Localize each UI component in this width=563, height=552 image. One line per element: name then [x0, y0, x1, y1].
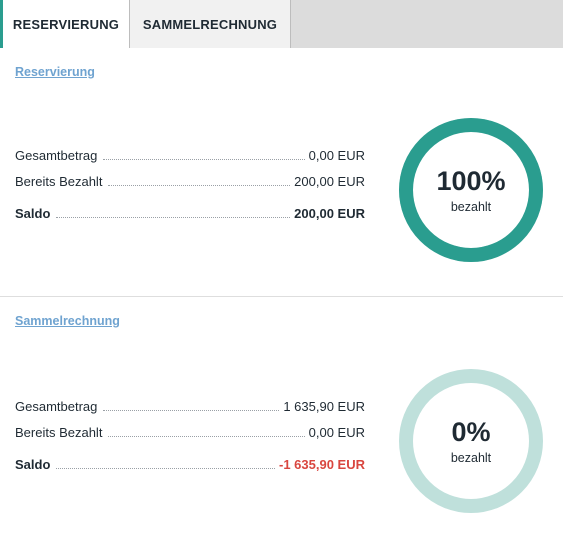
saldo-label: Saldo — [15, 457, 51, 472]
bereits-bezahlt-row: Bereits Bezahlt 200,00 EUR — [15, 173, 365, 189]
payment-progress-ring: 0% bezahlt — [398, 368, 544, 514]
percent-paid: 100% — [436, 166, 506, 196]
dotted-leader — [56, 217, 291, 218]
gesamtbetrag-value: 1 635,90 EUR — [283, 399, 365, 414]
gesamtbetrag-label: Gesamtbetrag — [15, 399, 98, 414]
bereits-bezahlt-value: 200,00 EUR — [294, 174, 365, 189]
tab-bar: RESERVIERUNG SAMMELRECHNUNG — [0, 0, 563, 48]
gesamtbetrag-value: 0,00 EUR — [308, 148, 365, 163]
saldo-label: Saldo — [15, 206, 51, 221]
tab-reservierung[interactable]: RESERVIERUNG — [0, 0, 129, 48]
bereits-bezahlt-label: Bereits Bezahlt — [15, 425, 103, 440]
bereits-bezahlt-value: 0,00 EUR — [308, 425, 365, 440]
dotted-leader — [108, 185, 291, 186]
progress-ring-graphic — [399, 369, 543, 513]
gesamtbetrag-label: Gesamtbetrag — [15, 148, 98, 163]
tab-sammelrechnung[interactable]: SAMMELRECHNUNG — [129, 0, 291, 48]
bereits-bezahlt-row: Bereits Bezahlt 0,00 EUR — [15, 424, 365, 440]
ring-fill — [399, 118, 543, 262]
section-divider — [0, 296, 563, 297]
gesamtbetrag-row: Gesamtbetrag 1 635,90 EUR — [15, 398, 365, 414]
dotted-leader — [56, 468, 275, 469]
paid-status: bezahlt — [450, 451, 492, 465]
reservierung-section: Reservierung Gesamtbetrag 0,00 EUR Berei… — [0, 48, 563, 296]
dotted-leader — [108, 436, 305, 437]
payment-progress-ring: 100% bezahlt — [398, 117, 544, 263]
saldo-value: -1 635,90 EUR — [279, 457, 365, 472]
progress-ring-graphic — [399, 118, 543, 262]
sammelrechnung-section: Sammelrechnung Gesamtbetrag 1 635,90 EUR… — [0, 297, 563, 552]
saldo-row: Saldo -1 635,90 EUR — [15, 456, 365, 472]
gesamtbetrag-row: Gesamtbetrag 0,00 EUR — [15, 147, 365, 163]
saldo-row: Saldo 200,00 EUR — [15, 205, 365, 221]
dotted-leader — [103, 410, 280, 411]
ring-track — [399, 369, 543, 513]
sammelrechnung-link[interactable]: Sammelrechnung — [15, 314, 120, 328]
paid-status: bezahlt — [450, 200, 492, 214]
saldo-value: 200,00 EUR — [294, 206, 365, 221]
percent-paid: 0% — [451, 417, 491, 447]
bereits-bezahlt-label: Bereits Bezahlt — [15, 174, 103, 189]
dotted-leader — [103, 159, 305, 160]
reservierung-link[interactable]: Reservierung — [15, 65, 95, 79]
